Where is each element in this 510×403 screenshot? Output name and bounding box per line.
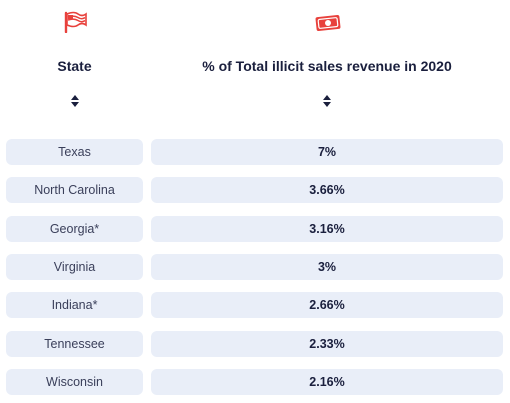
- percent-cell: 2.66%: [151, 292, 503, 318]
- percent-cell: 3.16%: [151, 216, 503, 242]
- state-header-label: State: [57, 58, 92, 74]
- table-row: Wisconsin 2.16%: [0, 369, 510, 395]
- state-cell: Virginia: [6, 254, 143, 280]
- percent-column-header: % of Total illicit sales revenue in 2020: [151, 0, 503, 125]
- state-cell: North Carolina: [6, 177, 143, 203]
- table-row: Indiana* 2.66%: [0, 292, 510, 318]
- money-bill-icon: [314, 11, 341, 33]
- state-cell: Tennessee: [6, 331, 143, 357]
- sort-icon[interactable]: [70, 94, 80, 108]
- table-row: Tennessee 2.33%: [0, 331, 510, 357]
- table-row: Virginia 3%: [0, 254, 510, 280]
- percent-header-label: % of Total illicit sales revenue in 2020: [202, 58, 452, 74]
- state-cell: Wisconsin: [6, 369, 143, 395]
- percent-cell: 7%: [151, 139, 503, 165]
- percent-cell: 3%: [151, 254, 503, 280]
- state-cell: Georgia*: [6, 216, 143, 242]
- state-cell: Texas: [6, 139, 143, 165]
- percent-cell: 2.16%: [151, 369, 503, 395]
- percent-cell: 2.33%: [151, 331, 503, 357]
- table-row: Texas 7%: [0, 139, 510, 165]
- table-row: Georgia* 3.16%: [0, 216, 510, 242]
- table-header: State % of Total illicit sales revenue i…: [0, 0, 510, 125]
- table-row: North Carolina 3.66%: [0, 177, 510, 203]
- state-column-header: State: [6, 0, 143, 125]
- flag-icon: [62, 11, 88, 34]
- state-cell: Indiana*: [6, 292, 143, 318]
- percent-cell: 3.66%: [151, 177, 503, 203]
- sort-icon[interactable]: [322, 94, 332, 108]
